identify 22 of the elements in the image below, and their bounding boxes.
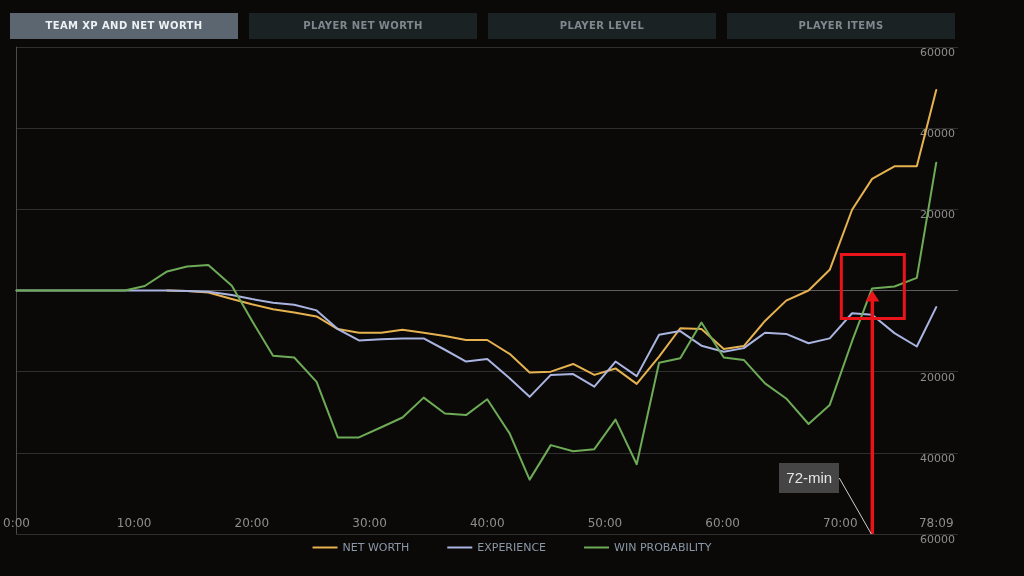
legend-label: NET WORTH	[342, 541, 410, 554]
y-tick-label: 60000	[920, 533, 955, 546]
chart-title: TEAM XP AND NET WORTH	[45, 20, 203, 31]
tab: PLAYER LEVEL	[488, 13, 716, 39]
x-tick-label: 70:00	[823, 516, 858, 530]
x-tick-label: 60:00	[705, 516, 740, 530]
y-tick-label: 60000	[920, 46, 955, 59]
x-tick-label: 40:00	[469, 516, 505, 530]
annotation: 72-min	[779, 463, 840, 493]
x-tick-label: 10:00	[116, 516, 152, 530]
tab: PLAYER ITEMS	[727, 13, 955, 39]
legend-label: EXPERIENCE	[477, 541, 547, 554]
y-tick-label: 40000	[920, 451, 955, 465]
x-tick-label: 50:00	[587, 516, 623, 530]
y-tick-label: 20000	[920, 370, 955, 384]
x-tick-label: 30:00	[352, 516, 387, 530]
x-tick-label: 78:09	[918, 516, 954, 530]
x-tick-label: 20:00	[234, 516, 270, 530]
x-tick-label: 0:00	[3, 516, 30, 530]
tab: TEAM XP AND NET WORTH	[10, 13, 238, 39]
tab: PLAYER NET WORTH	[249, 13, 477, 39]
legend-label: WIN PROBABILITY	[614, 541, 712, 554]
